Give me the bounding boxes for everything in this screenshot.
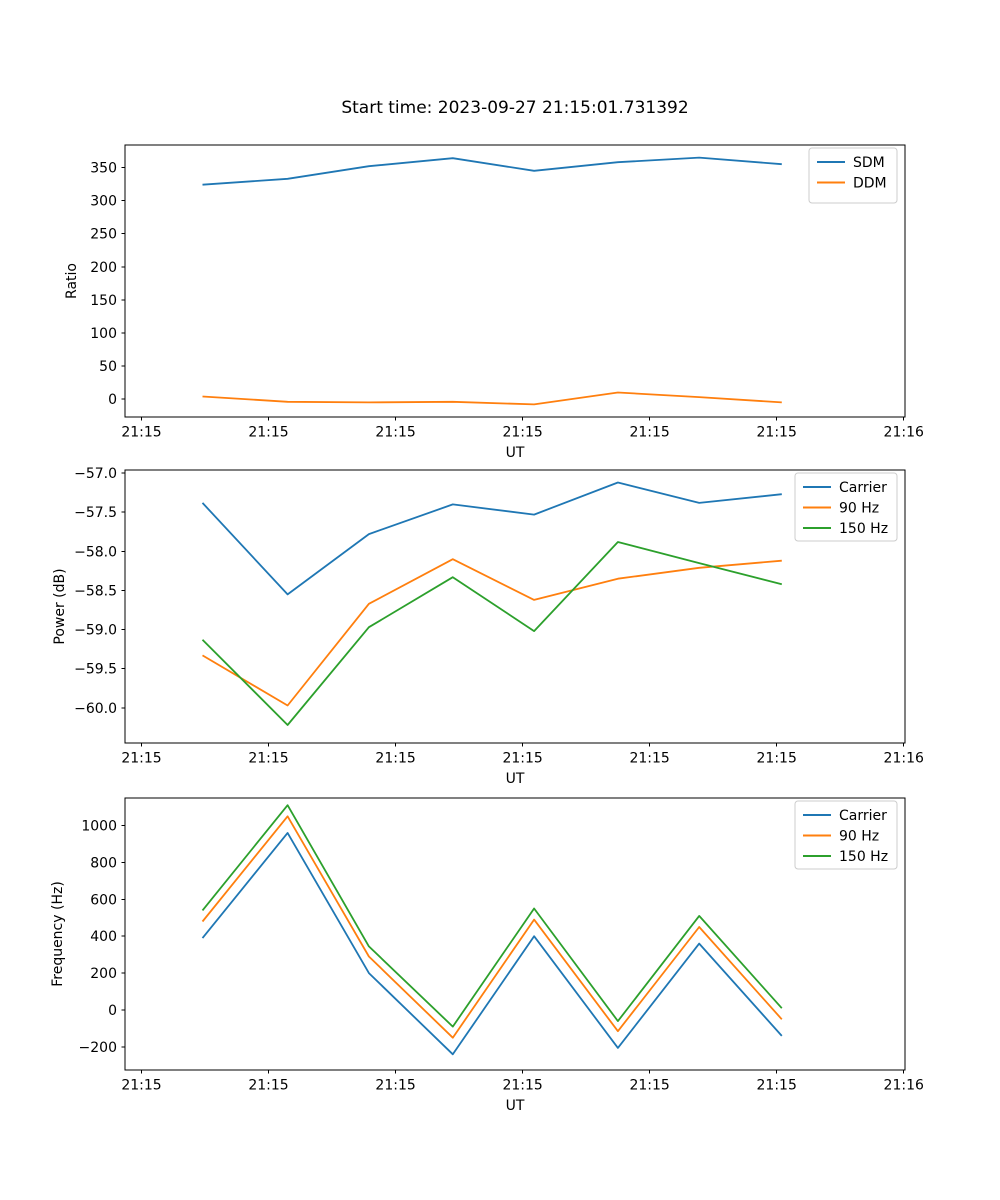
y-tick-label: −58.0	[74, 544, 117, 560]
series-line-90-hz	[201, 815, 783, 1039]
legend-box	[794, 800, 898, 870]
x-tick-label: 21:15	[121, 1078, 161, 1094]
x-tick-label: 21:15	[757, 425, 797, 441]
y-tick-label: 400	[90, 929, 117, 945]
chart-title: Start time: 2023-09-27 21:15:01.731392	[341, 98, 689, 118]
x-tick-label: 21:15	[757, 1078, 797, 1094]
y-tick-label: 1000	[81, 818, 117, 834]
x-axis-label: UT	[506, 445, 525, 461]
x-tick-label: 21:15	[121, 425, 161, 441]
y-tick-label: 350	[90, 161, 117, 177]
y-tick-label: −59.0	[74, 623, 117, 639]
series-line-carrier	[201, 481, 782, 596]
y-axis-label: Power (dB)	[52, 568, 68, 644]
y-tick-label: 200	[90, 966, 117, 982]
series-line-150-hz	[201, 804, 783, 1028]
y-tick-label: −57.0	[74, 466, 117, 482]
x-tick-label: 21:15	[375, 1078, 415, 1094]
y-tick-label: −60.0	[74, 701, 117, 717]
x-tick-label: 21:15	[375, 751, 415, 767]
y-tick-label: −58.5	[74, 583, 117, 599]
y-axis: 0 50 100 150 200 250 300 350 Ratio	[64, 161, 125, 408]
axes-border	[124, 797, 906, 1071]
x-tick-label: 21:15	[375, 425, 415, 441]
legend: SDM DDM	[808, 147, 898, 204]
y-axis: −200 0 200 400 600 800 1000 Frequency (Hz)	[50, 818, 125, 1056]
x-axis-label: UT	[506, 1098, 525, 1114]
x-axis: 21:15 21:15 21:15 21:15 21:15 21:15 21:16 UT	[121, 417, 924, 461]
x-axis: 21:15 21:15 21:15 21:15 21:15 21:15 21:16 UT	[121, 1070, 924, 1114]
x-axis-label: UT	[506, 771, 525, 787]
axes-border	[124, 144, 906, 418]
y-axis-label: Frequency (Hz)	[50, 881, 66, 987]
y-tick-label: 200	[90, 260, 117, 276]
x-tick-label: 21:16	[884, 425, 924, 441]
legend-label: SDM	[853, 155, 885, 171]
x-tick-label: 21:15	[629, 751, 669, 767]
y-axis-label: Ratio	[64, 263, 80, 299]
legend-label: Carrier	[839, 480, 887, 496]
legend-label: 150 Hz	[839, 521, 888, 537]
y-tick-label: 100	[90, 326, 117, 342]
y-tick-label: 250	[90, 227, 117, 243]
x-tick-label: 21:15	[121, 751, 161, 767]
legend-label: Carrier	[839, 808, 887, 824]
legend-label: 90 Hz	[839, 829, 879, 845]
legend-box	[794, 472, 898, 542]
y-tick-label: 600	[90, 892, 117, 908]
x-tick-label: 21:15	[757, 751, 797, 767]
legend-label: 150 Hz	[839, 849, 888, 865]
power-chart: 21:15 21:15 21:15 21:15 21:15 21:15 21:16 UT −57…	[52, 466, 924, 787]
series-line-90-hz	[202, 558, 782, 707]
series-line-ddm	[202, 391, 782, 406]
x-tick-label: 21:15	[248, 751, 288, 767]
y-tick-label: −57.5	[74, 505, 117, 521]
frequency-chart: 21:15 21:15 21:15 21:15 21:15 21:15 21:16 UT −20…	[50, 797, 924, 1114]
y-axis: −57.0 −57.5 −58.0 −58.5 −59.0 −59.5 −60.0 Power…	[52, 466, 125, 717]
y-tick-label: 50	[99, 359, 117, 375]
legend: Carrier 90 Hz 150 Hz	[794, 472, 898, 542]
x-tick-label: 21:15	[629, 1078, 669, 1094]
legend-label: DDM	[853, 176, 887, 192]
x-tick-label: 21:15	[502, 425, 542, 441]
legend-label: 90 Hz	[839, 501, 879, 517]
y-tick-label: −200	[79, 1040, 117, 1056]
y-tick-label: 800	[90, 855, 117, 871]
y-tick-label: 0	[108, 392, 117, 408]
y-tick-label: 0	[108, 1003, 117, 1019]
x-tick-label: 21:16	[884, 1078, 924, 1094]
axes-border	[124, 469, 906, 744]
x-tick-label: 21:15	[502, 1078, 542, 1094]
ratio-chart: 21:15 21:15 21:15 21:15 21:15 21:15 21:16 UT 0 50…	[64, 144, 924, 461]
x-tick-label: 21:15	[248, 425, 288, 441]
y-tick-label: 150	[90, 293, 117, 309]
x-tick-label: 21:15	[629, 425, 669, 441]
x-axis: 21:15 21:15 21:15 21:15 21:15 21:15 21:16 UT	[121, 743, 924, 787]
y-tick-label: −59.5	[74, 662, 117, 678]
series-line-carrier	[201, 832, 783, 1056]
series-line-sdm	[202, 156, 782, 186]
x-tick-label: 21:15	[248, 1078, 288, 1094]
x-tick-label: 21:15	[502, 751, 542, 767]
legend: Carrier 90 Hz 150 Hz	[794, 800, 898, 870]
x-tick-label: 21:16	[884, 751, 924, 767]
series-line-150-hz	[201, 541, 783, 726]
y-tick-label: 300	[90, 194, 117, 210]
